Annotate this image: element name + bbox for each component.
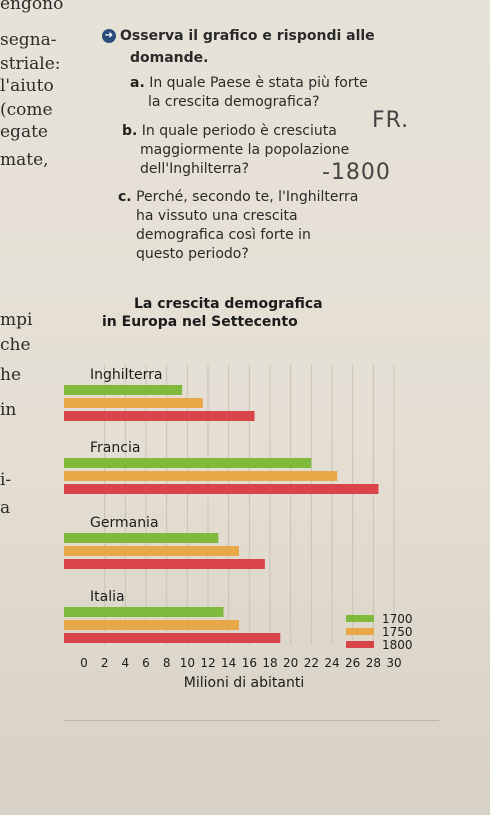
handwritten-answer-a: FR. [372, 108, 410, 133]
left-word: l'aiuto [0, 76, 54, 96]
legend-swatch [346, 615, 374, 622]
bar [64, 607, 224, 617]
bar [64, 385, 183, 395]
chart-title: La crescita demografica [134, 296, 323, 312]
x-tick-label: 6 [142, 656, 150, 670]
x-tick-label: 12 [200, 656, 215, 670]
bar [64, 620, 239, 630]
left-word: i- [0, 470, 12, 490]
x-tick-label: 0 [80, 656, 88, 670]
bar [64, 484, 379, 494]
bar [64, 458, 312, 468]
question-a: a. In quale Paese è stata più forte la c… [130, 75, 368, 110]
left-word: (come [0, 100, 53, 120]
category-label: Germania [90, 515, 159, 531]
x-tick-label: 24 [324, 656, 339, 670]
chart-container: La crescita demografica in Europa nel Se… [64, 295, 439, 721]
legend-label: 1800 [382, 638, 413, 652]
bar [64, 559, 265, 569]
x-tick-label: 2 [101, 656, 109, 670]
x-tick-label: 22 [304, 656, 319, 670]
x-tick-label: 16 [242, 656, 257, 670]
x-tick-label: 28 [366, 656, 381, 670]
x-tick-label: 8 [163, 656, 171, 670]
left-word: segna- [0, 30, 57, 50]
legend-swatch [346, 628, 374, 635]
bar [64, 546, 239, 556]
question-c: c. Perché, secondo te, l'Inghilterra ha … [118, 189, 359, 262]
bar [64, 471, 338, 481]
x-tick-label: 14 [221, 656, 236, 670]
chart-subtitle: in Europa nel Settecento [102, 314, 298, 330]
instruction: ➜ Osserva il grafico e rispondi alle [102, 28, 375, 44]
x-tick-label: 26 [345, 656, 360, 670]
left-word: mpi [0, 310, 33, 330]
bar [64, 633, 281, 643]
left-word: a [0, 498, 11, 518]
left-word: mate, [0, 150, 49, 170]
legend-label: 1750 [382, 625, 413, 639]
left-word: he [0, 365, 22, 385]
x-axis-label: Milioni di abitanti [184, 675, 304, 691]
left-word: engono [0, 0, 64, 14]
left-word: striale: [0, 54, 61, 74]
category-label: Inghilterra [90, 367, 163, 383]
bar [64, 533, 219, 543]
bar [64, 398, 203, 408]
instruction-continued: domande. [130, 50, 209, 66]
legend-swatch [346, 641, 374, 648]
x-tick-label: 30 [386, 656, 401, 670]
x-tick-label: 4 [122, 656, 130, 670]
category-label: Italia [90, 589, 125, 605]
handwritten-answer-b: -1800 [322, 160, 391, 185]
left-word: egate [0, 122, 48, 142]
bar [64, 411, 255, 421]
category-label: Francia [90, 440, 140, 456]
x-tick-label: 18 [262, 656, 277, 670]
x-tick-label: 20 [283, 656, 298, 670]
question-b: b. In quale periodo è cresciuta maggiorm… [122, 123, 350, 177]
chart-title-block: La crescita demografica in Europa nel Se… [102, 295, 323, 331]
legend-label: 1700 [382, 612, 413, 626]
arrow-icon: ➜ [102, 29, 116, 43]
left-word: che [0, 335, 31, 355]
left-word: in [0, 400, 17, 420]
x-tick-label: 10 [180, 656, 195, 670]
left-column-text: engono segna- striale: l'aiuto (come ega… [0, 0, 82, 600]
